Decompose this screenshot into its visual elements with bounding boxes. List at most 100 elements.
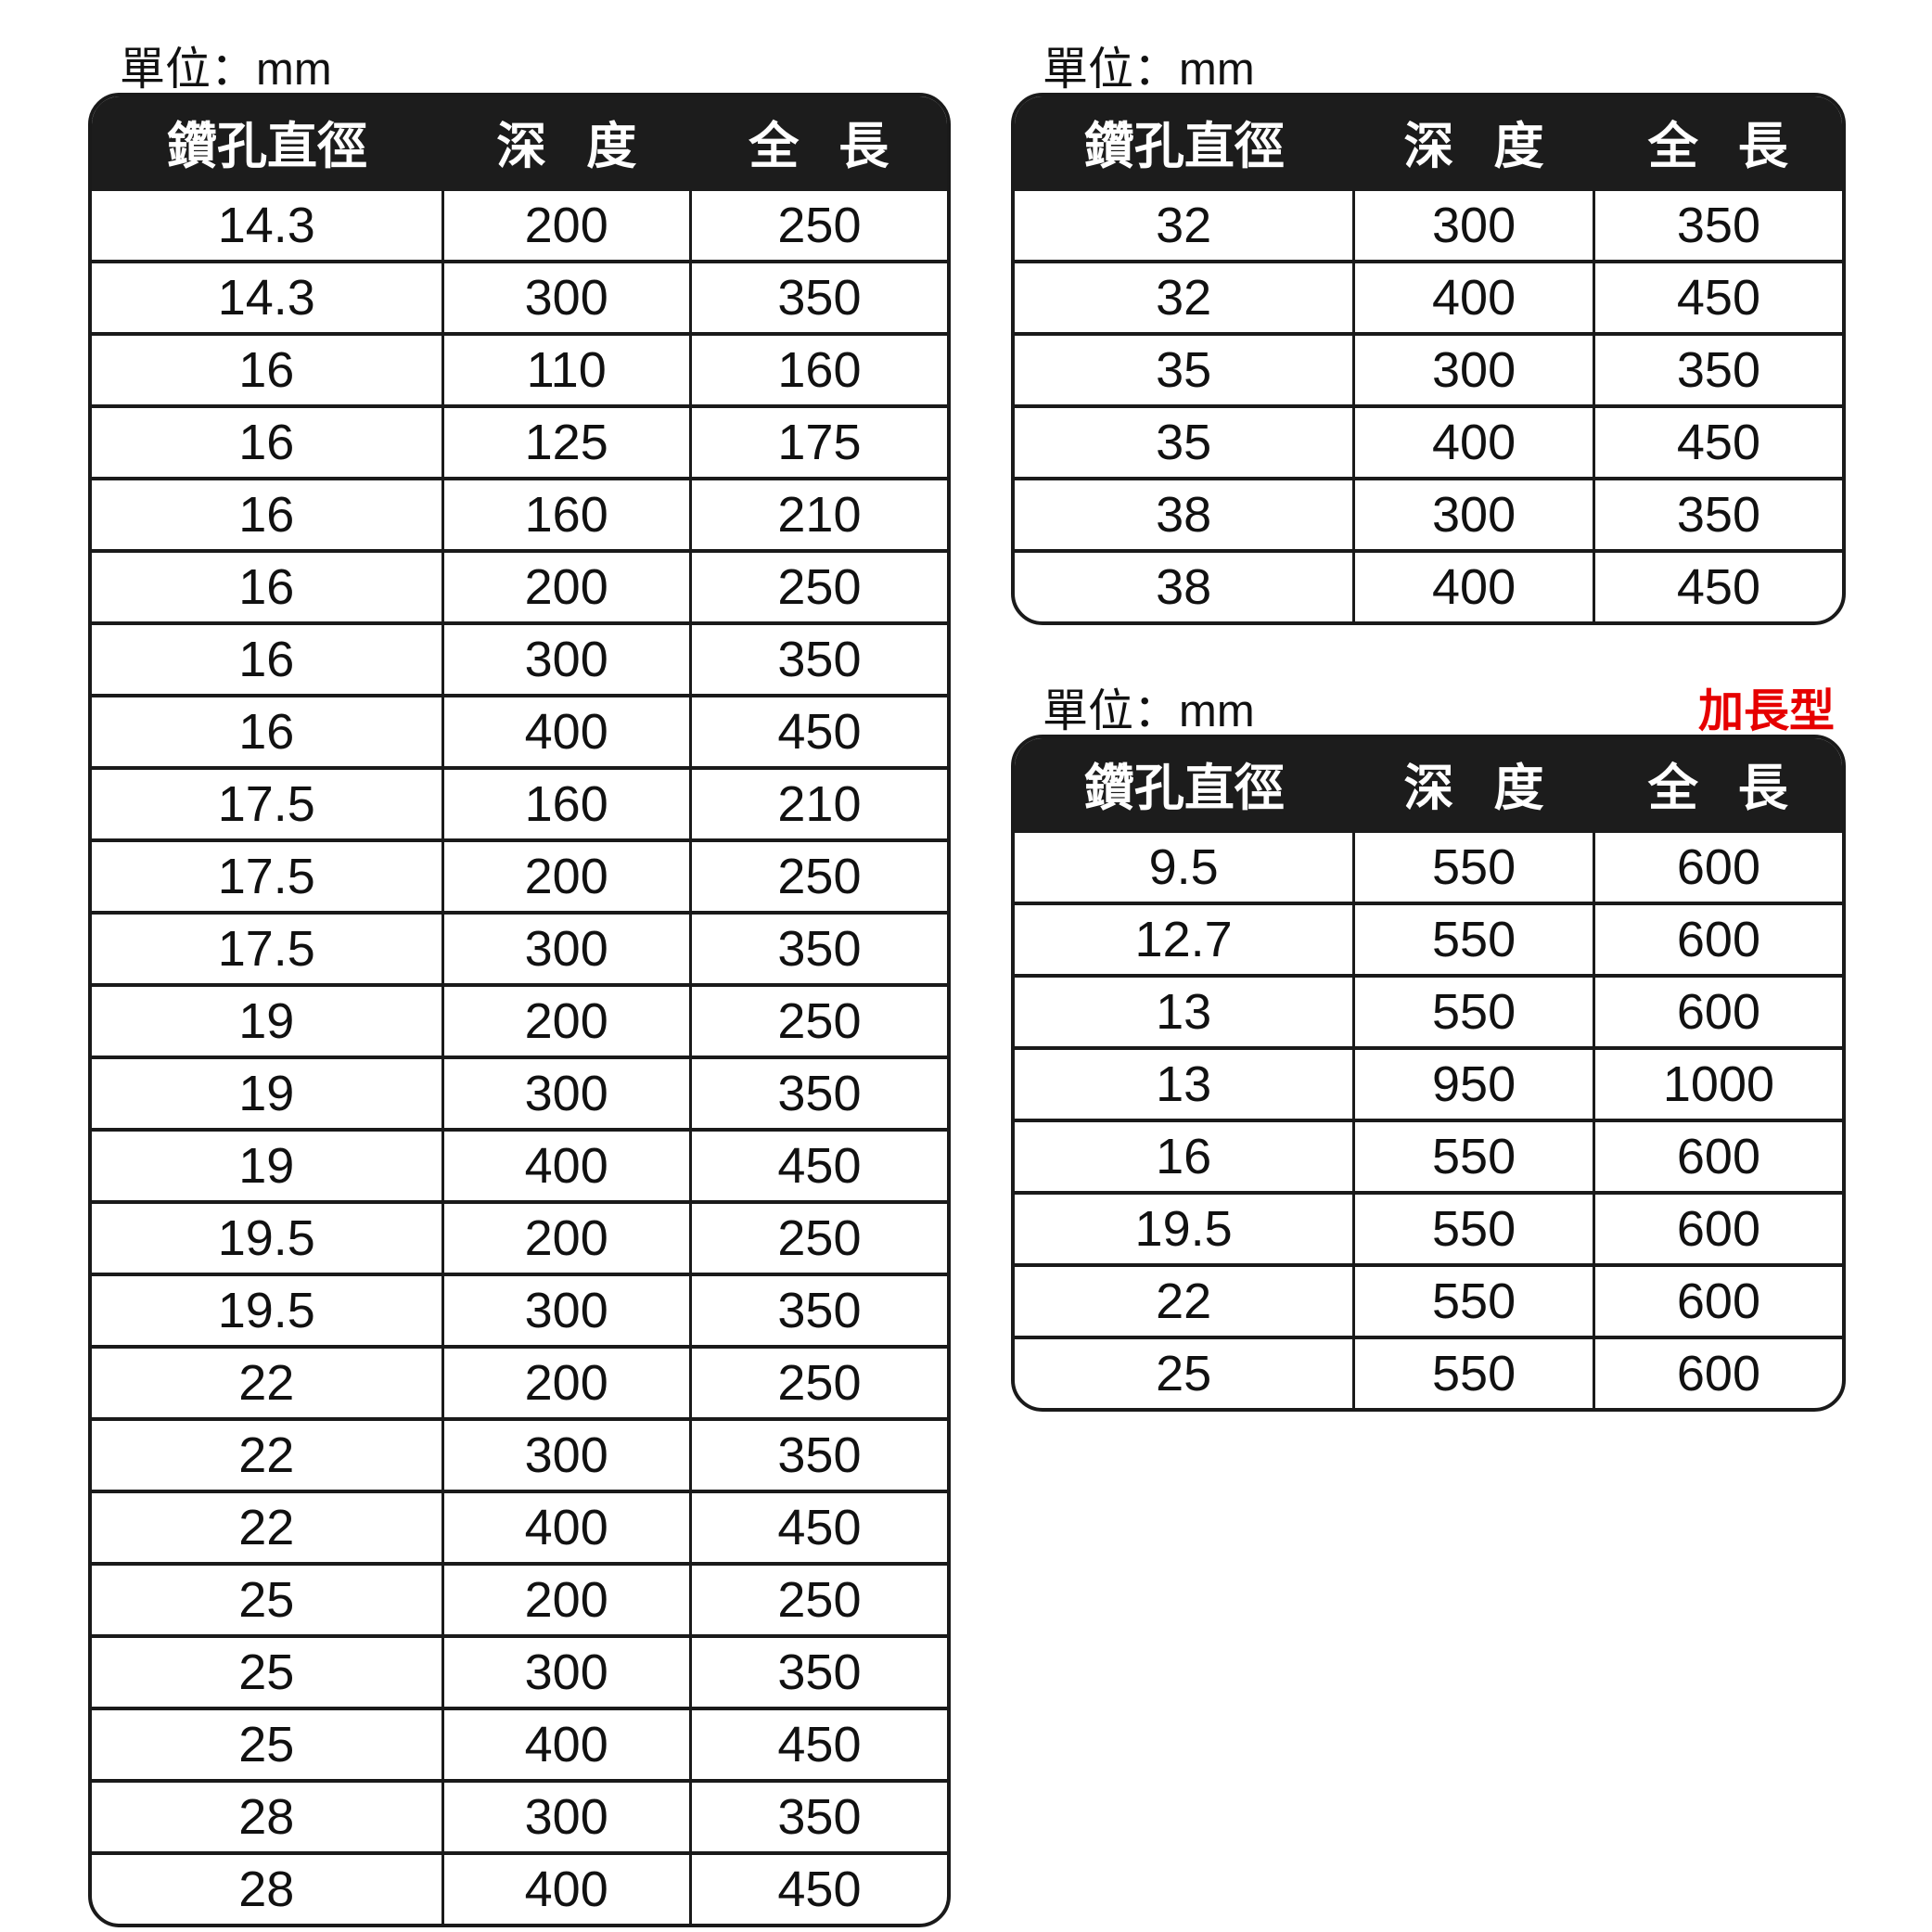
col-header-length: 全 長 bbox=[1593, 96, 1842, 191]
cell-diameter: 19.5 bbox=[92, 1273, 444, 1347]
cell-depth: 300 bbox=[442, 1417, 692, 1491]
cell-depth: 300 bbox=[1353, 477, 1595, 551]
cell-depth: 200 bbox=[442, 549, 692, 623]
cell-length: 210 bbox=[690, 766, 947, 840]
cell-depth: 400 bbox=[442, 1128, 692, 1202]
spec-table-extended: 鑽孔直徑 深 度 全 長 9.5 550 600 12.7 550 600 13 550 600… bbox=[1015, 738, 1842, 1408]
cell-length: 600 bbox=[1593, 902, 1842, 976]
cell-diameter: 28 bbox=[92, 1779, 444, 1853]
col-header-length: 全 長 bbox=[690, 96, 947, 191]
table-row: 35 300 350 bbox=[1015, 332, 1842, 406]
table-row: 16 400 450 bbox=[92, 694, 947, 768]
cell-diameter: 22 bbox=[92, 1345, 444, 1419]
cell-diameter: 16 bbox=[1015, 1119, 1356, 1193]
spec-table-standard-shell: 鑽孔直徑 深 度 全 長 14.3 200 250 14.3 300 350 16 110 16… bbox=[88, 93, 951, 1927]
cell-depth: 550 bbox=[1353, 1263, 1595, 1337]
cell-depth: 200 bbox=[442, 191, 692, 262]
panel-caption-standard: 單位：mm bbox=[88, 35, 951, 93]
cell-diameter: 35 bbox=[1015, 404, 1356, 479]
cell-depth: 125 bbox=[442, 404, 692, 479]
cell-depth: 400 bbox=[442, 1707, 692, 1781]
table-row: 17.5 160 210 bbox=[92, 766, 947, 840]
cell-depth: 200 bbox=[442, 1562, 692, 1636]
cell-depth: 300 bbox=[442, 1779, 692, 1853]
table-row: 16 110 160 bbox=[92, 332, 947, 406]
cell-depth: 550 bbox=[1353, 974, 1595, 1048]
cell-length: 250 bbox=[690, 838, 947, 913]
cell-diameter: 22 bbox=[92, 1490, 444, 1564]
cell-depth: 200 bbox=[442, 838, 692, 913]
spec-panel-standard: 單位：mm 鑽孔直徑 深 度 全 長 14.3 200 250 14.3 300 350 1… bbox=[88, 35, 951, 1927]
cell-length: 450 bbox=[690, 1707, 947, 1781]
cell-length: 450 bbox=[690, 1490, 947, 1564]
cell-diameter: 32 bbox=[1015, 191, 1356, 262]
table-row: 22 200 250 bbox=[92, 1345, 947, 1419]
header-row: 鑽孔直徑 深 度 全 長 bbox=[1015, 96, 1842, 191]
cell-diameter: 28 bbox=[92, 1851, 444, 1924]
cell-length: 450 bbox=[1593, 549, 1842, 621]
cell-diameter: 25 bbox=[1015, 1336, 1356, 1408]
cell-length: 350 bbox=[690, 911, 947, 985]
cell-length: 250 bbox=[690, 1562, 947, 1636]
cell-diameter: 9.5 bbox=[1015, 833, 1356, 903]
table-row: 16 160 210 bbox=[92, 477, 947, 551]
cell-length: 600 bbox=[1593, 1263, 1842, 1337]
table-row: 16 125 175 bbox=[92, 404, 947, 479]
cell-depth: 300 bbox=[442, 621, 692, 696]
col-header-length-text: 全 長 bbox=[1647, 760, 1801, 816]
cell-length: 210 bbox=[690, 477, 947, 551]
col-header-length: 全 長 bbox=[1593, 738, 1842, 833]
table-row: 14.3 300 350 bbox=[92, 260, 947, 334]
cell-length: 250 bbox=[690, 549, 947, 623]
cell-diameter: 16 bbox=[92, 694, 444, 768]
table-body-standard: 14.3 200 250 14.3 300 350 16 110 160 16 125 175 16 16… bbox=[92, 191, 947, 1924]
cell-diameter: 38 bbox=[1015, 549, 1356, 621]
cell-depth: 550 bbox=[1353, 833, 1595, 903]
cell-diameter: 19 bbox=[92, 1128, 444, 1202]
table-row: 38 400 450 bbox=[1015, 549, 1842, 621]
cell-diameter: 13 bbox=[1015, 974, 1356, 1048]
col-header-diameter: 鑽孔直徑 bbox=[1015, 738, 1354, 833]
cell-depth: 400 bbox=[1353, 260, 1595, 334]
table-row: 28 400 450 bbox=[92, 1851, 947, 1924]
cell-depth: 950 bbox=[1353, 1046, 1595, 1120]
table-row: 13 950 1000 bbox=[1015, 1046, 1842, 1120]
cell-diameter: 25 bbox=[92, 1562, 444, 1636]
table-row: 28 300 350 bbox=[92, 1779, 947, 1853]
table-row: 38 300 350 bbox=[1015, 477, 1842, 551]
cell-depth: 400 bbox=[442, 1851, 692, 1924]
cell-depth: 200 bbox=[442, 983, 692, 1057]
table-header-standard: 鑽孔直徑 深 度 全 長 bbox=[92, 96, 947, 191]
col-header-depth: 深 度 bbox=[1353, 96, 1594, 191]
cell-length: 600 bbox=[1593, 1119, 1842, 1193]
table-row: 14.3 200 250 bbox=[92, 191, 947, 262]
cell-depth: 200 bbox=[442, 1200, 692, 1274]
cell-depth: 400 bbox=[442, 694, 692, 768]
cell-depth: 400 bbox=[442, 1490, 692, 1564]
cell-depth: 300 bbox=[442, 1273, 692, 1347]
spec-panel-extended: 單位：mm 加長型 鑽孔直徑 深 度 全 長 9.5 550 600 12.7 550 6… bbox=[1011, 677, 1846, 1412]
cell-diameter: 16 bbox=[92, 477, 444, 551]
col-header-diameter: 鑽孔直徑 bbox=[1015, 96, 1354, 191]
table-row: 16 300 350 bbox=[92, 621, 947, 696]
col-header-length-text: 全 長 bbox=[748, 118, 902, 174]
cell-depth: 400 bbox=[1353, 549, 1595, 621]
table-row: 25 300 350 bbox=[92, 1634, 947, 1708]
table-header-large: 鑽孔直徑 深 度 全 長 bbox=[1015, 96, 1842, 191]
cell-length: 350 bbox=[690, 1056, 947, 1130]
table-row: 32 300 350 bbox=[1015, 191, 1842, 262]
col-header-depth: 深 度 bbox=[1353, 738, 1594, 833]
cell-diameter: 14.3 bbox=[92, 191, 444, 262]
spec-table-large-shell: 鑽孔直徑 深 度 全 長 32 300 350 32 400 450 35 300 350 35 4… bbox=[1011, 93, 1846, 625]
table-row: 16 550 600 bbox=[1015, 1119, 1842, 1193]
cell-length: 600 bbox=[1593, 1336, 1842, 1408]
table-row: 13 550 600 bbox=[1015, 974, 1842, 1048]
cell-length: 350 bbox=[1593, 332, 1842, 406]
cell-length: 450 bbox=[690, 1851, 947, 1924]
cell-diameter: 16 bbox=[92, 332, 444, 406]
cell-diameter: 32 bbox=[1015, 260, 1356, 334]
cell-diameter: 22 bbox=[1015, 1263, 1356, 1337]
spec-table-extended-shell: 鑽孔直徑 深 度 全 長 9.5 550 600 12.7 550 600 13 550 600… bbox=[1011, 735, 1846, 1412]
cell-diameter: 25 bbox=[92, 1707, 444, 1781]
